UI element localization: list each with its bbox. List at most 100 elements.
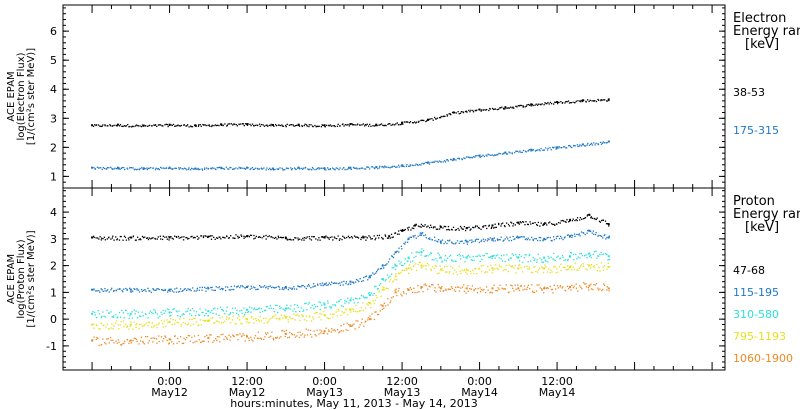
scatter-mark: [462, 255, 464, 257]
scatter-mark: [491, 226, 493, 229]
scatter-mark: [446, 242, 448, 245]
scatter-mark: [110, 289, 112, 291]
scatter-mark: [461, 240, 463, 242]
scatter-mark: [98, 328, 100, 330]
scatter-mark: [438, 254, 441, 256]
scatter-mark: [286, 239, 289, 241]
scatter-mark: [348, 308, 351, 310]
data-point: [349, 280, 352, 283]
scatter-mark: [306, 125, 308, 127]
scatter-mark: [306, 285, 309, 287]
scatter-mark: [490, 264, 492, 267]
scatter-mark: [371, 313, 373, 315]
scatter-mark: [431, 259, 433, 261]
scatter-mark: [362, 280, 364, 282]
scatter-mark: [181, 290, 183, 292]
scatter-mark: [489, 108, 491, 110]
scatter-mark: [230, 166, 232, 169]
scatter-mark: [219, 288, 221, 290]
scatter-mark: [327, 168, 330, 171]
scatter-mark: [397, 164, 400, 166]
scatter-mark: [270, 236, 273, 238]
scatter-mark: [287, 336, 289, 339]
scatter-mark: [468, 226, 470, 228]
scatter-mark: [277, 318, 279, 320]
scatter-mark: [371, 166, 373, 168]
scatter-mark: [420, 164, 422, 166]
scatter-mark: [286, 238, 288, 240]
scatter-mark: [279, 288, 281, 291]
scatter-mark: [557, 255, 559, 257]
scatter-mark: [401, 123, 403, 125]
scatter-mark: [563, 266, 566, 268]
scatter-mark: [605, 238, 607, 240]
scatter-mark: [154, 168, 157, 171]
scatter-mark: [177, 124, 179, 126]
scatter-mark: [316, 283, 319, 285]
scatter-mark: [241, 167, 243, 169]
scatter-mark: [284, 169, 286, 171]
scatter-mark: [408, 122, 411, 124]
scatter-mark: [485, 109, 487, 111]
scatter-mark: [154, 289, 156, 291]
scatter-mark: [424, 283, 426, 285]
scatter-mark: [195, 311, 198, 313]
scatter-mark: [214, 238, 216, 240]
scatter-mark: [608, 225, 610, 227]
scatter-mark: [268, 285, 270, 288]
scatter-mark: [518, 260, 521, 262]
scatter-mark: [281, 329, 284, 332]
scatter-mark: [468, 156, 470, 158]
scatter-mark: [347, 123, 349, 126]
scatter-mark: [119, 316, 122, 318]
scatter-mark: [384, 235, 387, 237]
scatter-mark: [546, 149, 549, 151]
scatter-mark: [136, 236, 139, 238]
scatter-mark: [557, 101, 559, 104]
scatter-mark: [476, 255, 479, 257]
scatter-mark: [517, 284, 519, 286]
series-47-68: [91, 213, 610, 241]
scatter-mark: [589, 267, 592, 269]
scatter-mark: [134, 313, 136, 315]
scatter-mark: [404, 262, 406, 265]
scatter-mark: [233, 123, 235, 125]
scatter-mark: [250, 311, 252, 313]
scatter-mark: [214, 307, 216, 309]
scatter-mark: [140, 288, 143, 291]
scatter-mark: [382, 124, 384, 126]
scatter-mark: [273, 237, 276, 240]
scatter-mark: [326, 124, 328, 127]
scatter-mark: [107, 338, 110, 340]
scatter-mark: [448, 229, 451, 231]
scatter-mark: [243, 167, 245, 169]
scatter-mark: [250, 336, 252, 339]
scatter-mark: [469, 229, 471, 231]
scatter-mark: [278, 337, 281, 339]
data-point: [246, 335, 249, 338]
scatter-mark: [171, 168, 173, 171]
scatter-mark: [478, 254, 480, 256]
scatter-mark: [382, 279, 385, 281]
scatter-mark: [162, 289, 164, 291]
scatter-mark: [235, 286, 238, 288]
scatter-mark: [231, 319, 234, 321]
scatter-mark: [197, 238, 199, 240]
scatter-mark: [545, 222, 547, 224]
scatter-mark: [550, 239, 552, 242]
scatter-mark: [228, 318, 230, 320]
x-tick-label-date: May14: [539, 386, 576, 399]
scatter-mark: [429, 161, 431, 164]
scatter-mark: [244, 311, 247, 314]
scatter-mark: [220, 322, 223, 324]
scatter-mark: [233, 335, 235, 338]
scatter-mark: [194, 314, 197, 317]
scatter-mark: [473, 289, 475, 292]
scatter-mark: [484, 271, 486, 274]
scatter-mark: [162, 323, 164, 325]
scatter-mark: [352, 308, 355, 311]
scatter-mark: [210, 287, 212, 289]
scatter-mark: [502, 240, 504, 242]
scatter-mark: [256, 124, 259, 127]
